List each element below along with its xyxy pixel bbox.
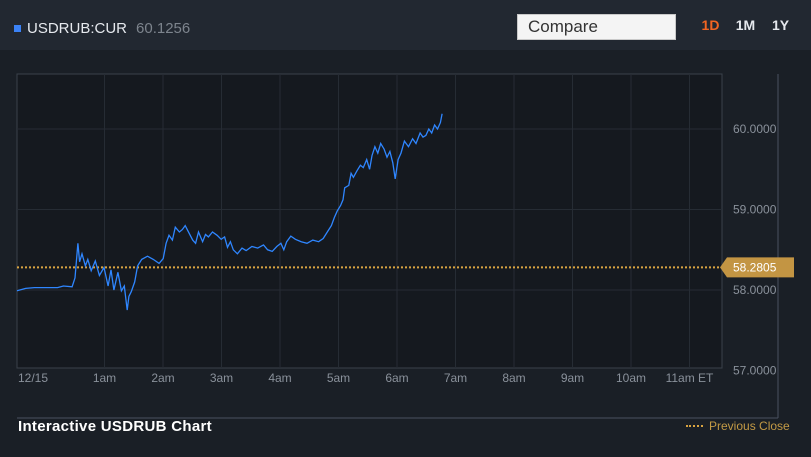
previous-close-value: 58.2805 [733,260,777,274]
x-tick-label: 4am [268,371,291,385]
ticker: USDRUB:CUR 60.1256 [14,18,190,38]
chart-title: Interactive USDRUB Chart [18,418,212,435]
x-tick-label: 12/15 [18,371,48,385]
previous-close-legend-label: Previous Close [709,419,790,433]
x-tick-label: 1am [93,371,116,385]
x-tick-label: 7am [444,371,467,385]
y-tick-label: 58.0000 [733,283,777,297]
x-tick-label: 3am [210,371,233,385]
ticker-symbol[interactable]: USDRUB:CUR [27,19,128,37]
series-line [16,113,443,311]
x-tick-label: 8am [502,371,525,385]
x-tick-label: 10am [616,371,646,385]
x-tick-label: 9am [561,371,584,385]
x-tick-label: 5am [327,371,350,385]
previous-close-legend-swatch [686,425,703,427]
y-tick-label: 60.0000 [733,122,777,136]
plot-area [16,73,723,369]
x-tick-label: 11am ET [666,371,714,385]
range-1m-button[interactable]: 1M [735,17,756,33]
legend: Previous Close [686,419,790,433]
x-tick-label: 6am [385,371,408,385]
ticker-price: 60.1256 [136,19,191,37]
ticker-color-swatch [14,24,21,32]
previous-close-badge [720,257,794,278]
y-tick-label: 57.0000 [733,364,777,378]
range-1d-button[interactable]: 1D [701,17,720,33]
x-tick-label: 2am [151,371,174,385]
range-selector: 1D 1M 1Y [693,17,798,33]
top-bar: USDRUB:CUR 60.1256 Compare 1D 1M 1Y [0,0,811,50]
compare-input[interactable]: Compare [517,14,676,40]
range-1y-button[interactable]: 1Y [771,17,790,33]
y-tick-label: 59.0000 [733,203,777,217]
